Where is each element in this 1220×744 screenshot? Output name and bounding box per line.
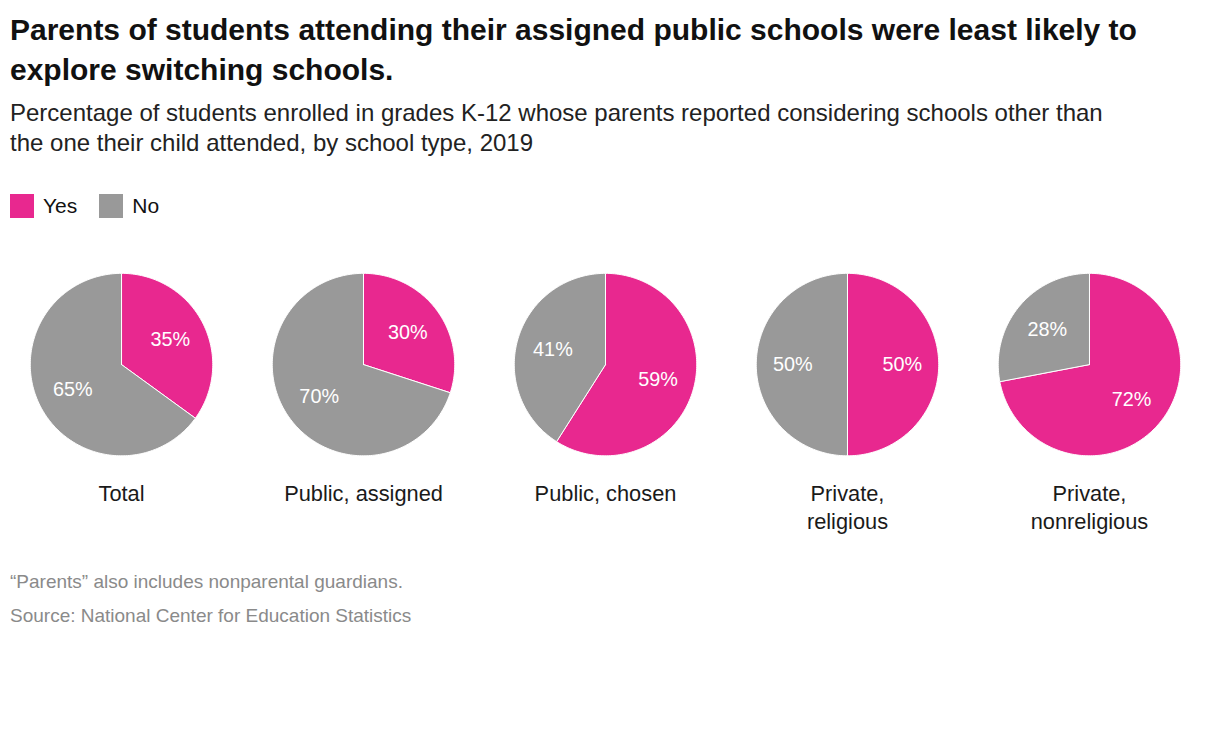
svg-text:50%: 50% <box>882 353 922 375</box>
svg-text:65%: 65% <box>53 378 93 400</box>
svg-text:30%: 30% <box>388 321 428 343</box>
svg-text:72%: 72% <box>1112 388 1152 410</box>
html-text:Source: National Center for Ed: Source: National Center for Education St… <box>10 605 412 627</box>
svg-text:41%: 41% <box>533 338 573 360</box>
svg-text:Total: Total <box>98 481 144 506</box>
svg-text:70%: 70% <box>299 385 339 407</box>
svg-text:50%: 50% <box>773 353 813 375</box>
html-text:Parents of students attending: Parents of students attending their assi… <box>10 13 1137 86</box>
html-text:No: No <box>132 194 160 217</box>
svg-text:28%: 28% <box>1027 318 1067 340</box>
svg-text:Public, assigned: Public, assigned <box>284 481 443 506</box>
svg-text:35%: 35% <box>150 328 190 350</box>
html-text:“Parents” also includes nonpar: “Parents” also includes nonparental guar… <box>10 571 403 593</box>
svg-text:Private,nonreligious: Private,nonreligious <box>1031 481 1149 534</box>
html-text:Percentage of students enrolle: Percentage of students enrolled in grade… <box>10 99 1103 156</box>
svg-text:Private,religious: Private,religious <box>807 481 888 534</box>
html-text:Yes: Yes <box>43 194 78 217</box>
svg-text:Public, chosen: Public, chosen <box>535 481 677 506</box>
svg-text:59%: 59% <box>638 368 678 390</box>
